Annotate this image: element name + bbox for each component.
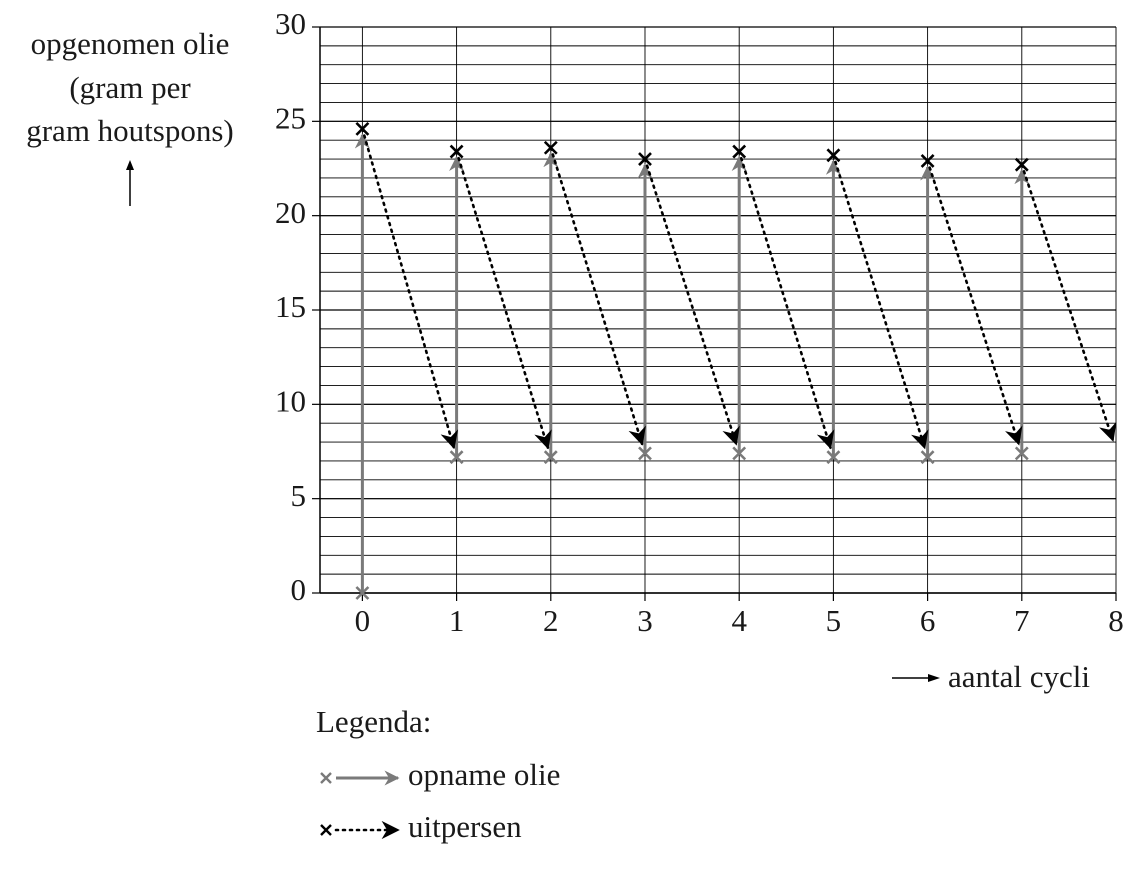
y-tick-label: 10 — [275, 383, 306, 418]
y-tick-label: 30 — [275, 6, 306, 41]
y-tick-label: 0 — [291, 572, 307, 607]
x-tick-label: 4 — [731, 603, 747, 638]
press-arrow — [549, 146, 646, 446]
x-tick-label: 5 — [826, 603, 842, 638]
legend-cross — [320, 772, 332, 784]
press-arrow — [926, 159, 1023, 446]
uptake-point — [732, 446, 747, 461]
x-tick-label: 6 — [920, 603, 936, 638]
y-axis-arrow-head — [126, 160, 134, 170]
y-tick-label: 5 — [291, 478, 307, 513]
legend-label: opname olie — [408, 757, 560, 792]
press-arrow — [832, 153, 929, 450]
press-arrow — [643, 157, 740, 446]
press-point — [1014, 157, 1029, 172]
y-axis-label: opgenomen olie — [31, 26, 230, 61]
uptake-point — [449, 450, 464, 465]
y-tick-label: 20 — [275, 195, 306, 230]
press-arrow — [1020, 163, 1117, 442]
press-point — [638, 152, 652, 166]
y-tick-label: 15 — [275, 289, 306, 324]
press-point — [732, 144, 747, 159]
y-tick-label: 25 — [275, 100, 306, 135]
uptake-point — [543, 450, 558, 465]
legend-cross — [320, 824, 332, 836]
press-arrow — [361, 127, 459, 450]
press-point — [543, 140, 558, 155]
uptake-point — [826, 450, 841, 465]
legend-title: Legenda: — [316, 704, 431, 739]
legend-label: uitpersen — [408, 809, 522, 844]
x-axis-label: aantal cycli — [948, 659, 1090, 694]
uptake-point — [1014, 446, 1029, 461]
x-tick-label: 0 — [355, 603, 371, 638]
y-axis-label: gram houtspons) — [26, 113, 234, 148]
press-arrow — [455, 150, 552, 450]
x-tick-label: 8 — [1108, 603, 1124, 638]
press-point — [920, 154, 935, 168]
press-point — [449, 144, 464, 159]
x-tick-label: 3 — [637, 603, 653, 638]
press-point — [355, 121, 370, 136]
x-tick-label: 1 — [449, 603, 465, 638]
uptake-point — [638, 446, 652, 461]
y-axis-label: (gram per — [69, 70, 191, 105]
x-tick-label: 2 — [543, 603, 559, 638]
x-tick-label: 7 — [1014, 603, 1030, 638]
uptake-point — [355, 586, 370, 600]
uptake-point — [920, 450, 935, 465]
press-point — [826, 148, 841, 163]
x-axis-arrow-head — [928, 674, 940, 682]
press-arrow — [737, 150, 835, 450]
